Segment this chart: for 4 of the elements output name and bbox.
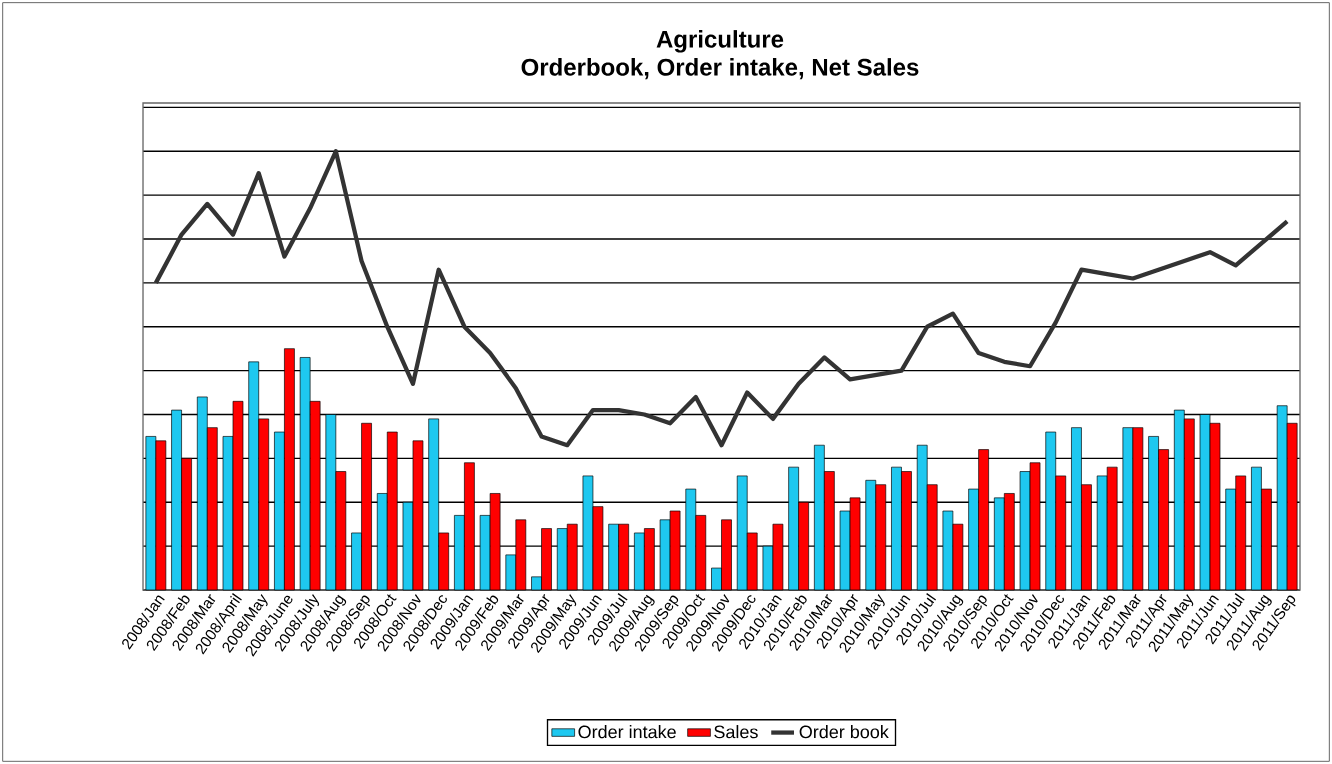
legend-label: Order intake (578, 725, 676, 739)
legend-label: Order book (799, 725, 889, 739)
legend-label: Sales (714, 725, 758, 739)
chart-title: Agriculture Orderbook, Order intake, Net Sales (521, 30, 919, 80)
